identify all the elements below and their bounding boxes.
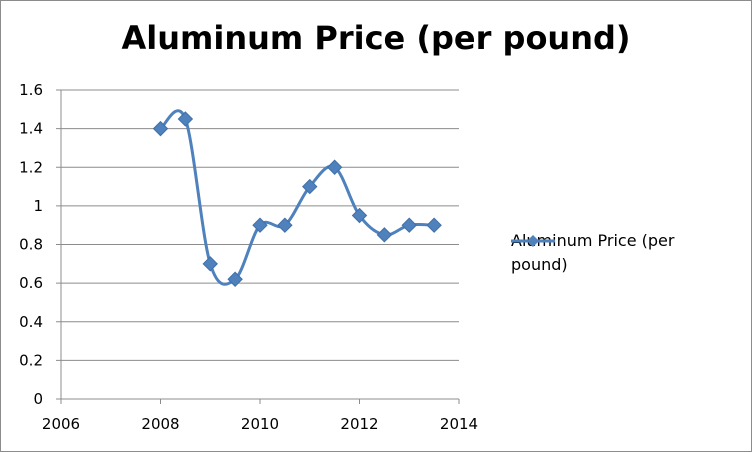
x-tick-label: 2012: [340, 415, 378, 433]
x-tick-label: 2008: [141, 415, 179, 433]
y-tick-label: 0.2: [19, 351, 43, 369]
y-tick-label: 0.4: [19, 313, 43, 331]
legend-label: Aluminum Price (per pound): [511, 231, 675, 274]
y-tick-label: 1.2: [19, 158, 43, 176]
y-tick-label: 1.4: [19, 120, 43, 138]
data-point-marker: [277, 217, 293, 233]
x-tick-labels: 2006 2008 2010 2012 2014: [42, 415, 478, 433]
data-point-marker: [202, 256, 218, 272]
y-tick-label: 1.6: [19, 81, 43, 99]
series-line: [159, 109, 435, 286]
x-tick-label: 2006: [42, 415, 80, 433]
axes: [56, 89, 460, 404]
data-point-marker: [177, 111, 194, 127]
y-tick-label: 1: [33, 197, 43, 215]
data-point-marker: [302, 178, 318, 195]
y-tick-label: 0: [33, 390, 43, 408]
x-tick-label: 2010: [241, 415, 279, 433]
chart-title: Aluminum Price (per pound): [121, 19, 631, 57]
legend-swatch: [511, 235, 555, 247]
y-tick-label: 0.8: [19, 236, 43, 254]
data-point-marker: [401, 217, 417, 233]
legend-marker: [527, 235, 539, 247]
data-point-marker: [252, 217, 268, 233]
x-tick-label: 2014: [440, 415, 478, 433]
data-point-marker: [227, 271, 243, 287]
data-point-marker: [376, 227, 393, 243]
legend: Aluminum Price (per pound): [511, 231, 736, 277]
data-point-marker: [326, 159, 343, 175]
series-group: [152, 109, 442, 287]
y-tick-labels: 0 0.2 0.4 0.6 0.8 1 1.2 1.4 1.6: [19, 81, 43, 408]
y-tick-label: 0.6: [19, 274, 43, 292]
data-point-marker: [351, 207, 368, 224]
data-point-marker: [152, 120, 169, 137]
data-point-marker: [426, 217, 442, 233]
gridlines: [61, 89, 459, 361]
